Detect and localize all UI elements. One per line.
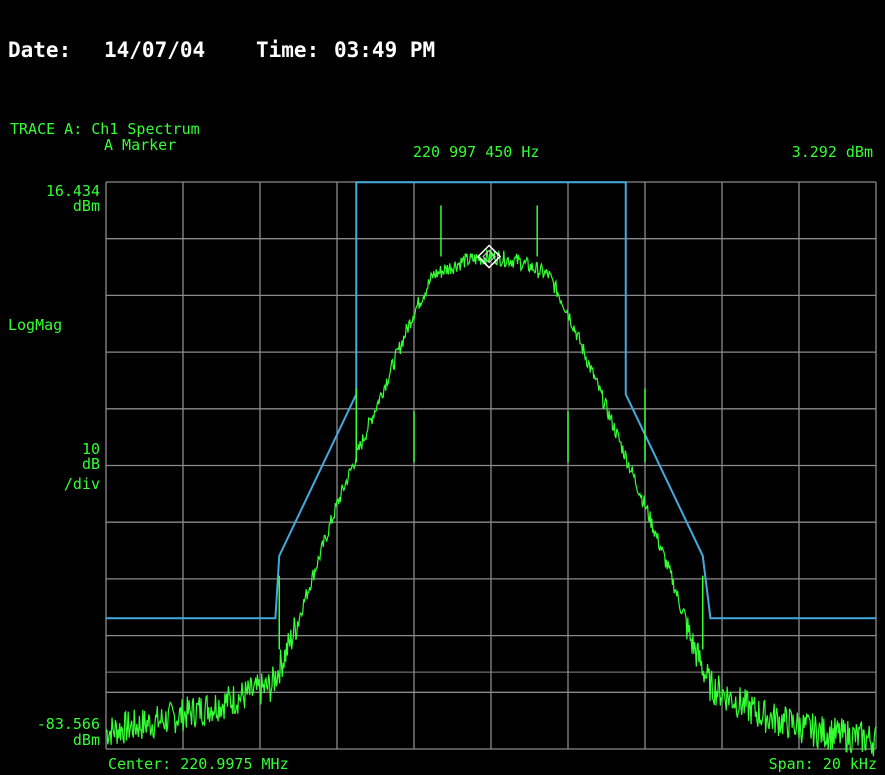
scale-bottom-unit: dBm bbox=[72, 731, 100, 749]
date-value: 14/07/04 bbox=[104, 38, 206, 62]
scale-div-suffix: /div bbox=[63, 475, 100, 493]
marker-level: 3.292 dBm bbox=[791, 143, 873, 161]
time-label: Time: bbox=[256, 38, 320, 62]
span: Span: 20 kHz bbox=[768, 755, 877, 773]
scale-top-value: 16.434 bbox=[45, 182, 100, 200]
scale-format: LogMag bbox=[8, 316, 63, 334]
scale-bottom-value: -83.566 bbox=[36, 715, 100, 733]
mask-line bbox=[106, 181, 876, 620]
scale-top-unit: dBm bbox=[72, 197, 100, 215]
date-label: Date: bbox=[8, 38, 72, 62]
scale-div-value: 10 bbox=[81, 440, 100, 458]
center-frequency: Center: 220.9975 MHz bbox=[108, 755, 289, 773]
trace-title: TRACE A: Ch1 Spectrum bbox=[10, 120, 200, 138]
marker-diamond-inner bbox=[482, 249, 496, 264]
scale-div-unit: dB bbox=[81, 455, 100, 473]
marker-frequency: 220 997 450 Hz bbox=[413, 143, 540, 161]
marker-label: A Marker bbox=[104, 136, 177, 154]
marker-diamond bbox=[477, 244, 502, 269]
time-value: 03:49 PM bbox=[334, 38, 436, 62]
